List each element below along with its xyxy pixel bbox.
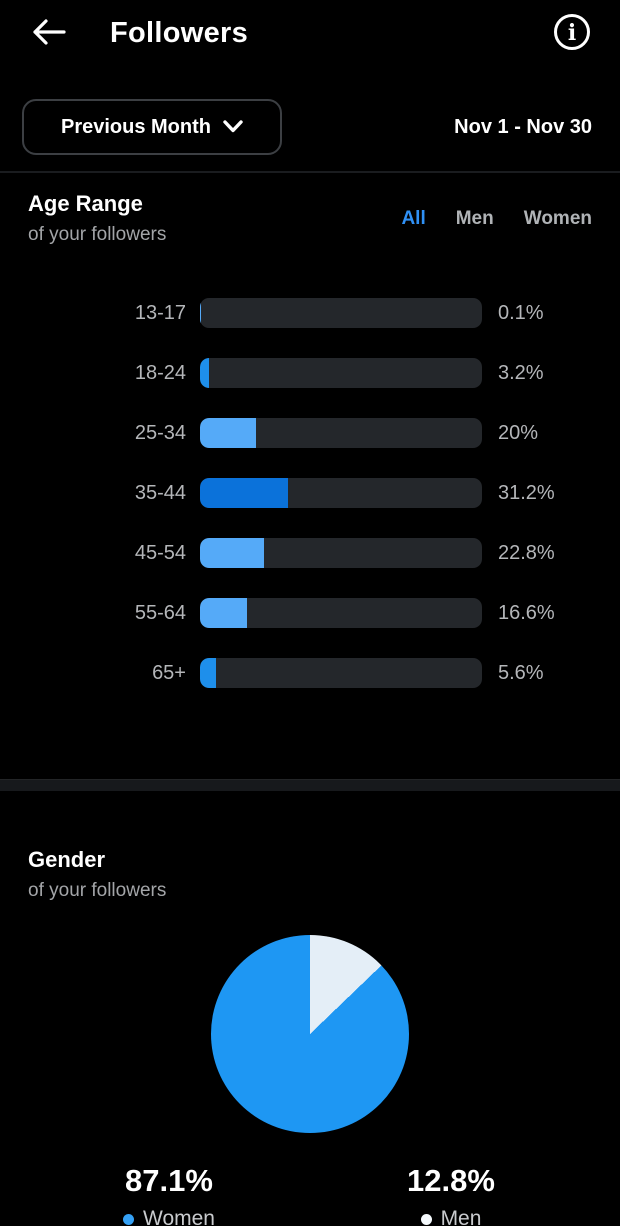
period-selector-label: Previous Month bbox=[60, 115, 211, 138]
age-range-header: Age Range of your followers All Men Wome… bbox=[28, 191, 592, 246]
svg-text:i: i bbox=[568, 20, 576, 46]
bar-value-label: 3.2% bbox=[498, 361, 544, 384]
bar-track bbox=[200, 658, 482, 688]
men-legend: Men bbox=[310, 1207, 592, 1226]
age-range-title: Age Range bbox=[28, 191, 143, 216]
women-legend-dot bbox=[123, 1213, 134, 1225]
bar-row-45-54: 45-54 22.8% bbox=[28, 538, 592, 568]
age-label: 18-24 bbox=[134, 361, 186, 384]
bar-row-65-plus: 65+ 5.6% bbox=[28, 658, 592, 688]
info-icon: i bbox=[552, 12, 592, 55]
gender-section: Gender of your followers 87.1% Women 12.… bbox=[0, 791, 620, 1226]
age-range-section: Age Range of your followers All Men Wome… bbox=[0, 173, 620, 688]
bar-value-label: 0.1% bbox=[498, 301, 544, 324]
tab-men[interactable]: Men bbox=[455, 207, 494, 229]
men-legend-label: Men bbox=[440, 1207, 482, 1226]
bar-fill bbox=[200, 358, 210, 388]
bar-track bbox=[200, 298, 482, 328]
bar-fill bbox=[200, 658, 216, 688]
section-divider bbox=[0, 779, 620, 791]
bar-track bbox=[200, 358, 482, 388]
bar-row-13-17: 13-17 0.1% bbox=[28, 298, 592, 328]
period-selector-button[interactable]: Previous Month bbox=[22, 99, 282, 155]
bar-value-label: 22.8% bbox=[498, 541, 555, 564]
back-button[interactable] bbox=[30, 16, 68, 51]
age-range-titles: Age Range of your followers bbox=[28, 191, 166, 246]
gender-title: Gender bbox=[28, 847, 106, 872]
bar-row-35-44: 35-44 31.2% bbox=[28, 478, 592, 508]
women-percentage: 87.1% bbox=[125, 1163, 213, 1198]
age-range-subtitle: of your followers bbox=[28, 224, 167, 245]
bar-track bbox=[200, 418, 482, 448]
top-bar: Followers i bbox=[0, 0, 620, 55]
age-label: 25-34 bbox=[134, 421, 186, 444]
bar-track bbox=[200, 598, 482, 628]
filter-row: Previous Month Nov 1 - Nov 30 bbox=[22, 99, 592, 155]
bar-row-18-24: 18-24 3.2% bbox=[28, 358, 592, 388]
bar-fill bbox=[200, 478, 288, 508]
bar-fill bbox=[200, 598, 247, 628]
thin-divider bbox=[0, 171, 620, 173]
age-label: 55-64 bbox=[134, 601, 186, 624]
bar-fill bbox=[200, 538, 265, 568]
women-legend: Women bbox=[28, 1207, 310, 1226]
men-legend-dot bbox=[420, 1213, 432, 1225]
info-button[interactable]: i bbox=[552, 12, 592, 55]
bar-track bbox=[200, 538, 482, 568]
age-label: 65+ bbox=[152, 661, 186, 684]
gender-pie-chart bbox=[211, 935, 409, 1133]
women-stat: 87.1% Women bbox=[28, 1163, 310, 1226]
bar-value-label: 5.6% bbox=[498, 661, 544, 684]
gender-stats: 87.1% Women 12.8% Men bbox=[28, 1163, 592, 1226]
gender-filter-tabs: All Men Women bbox=[401, 208, 592, 230]
age-label: 45-54 bbox=[134, 541, 186, 564]
back-arrow-icon bbox=[30, 16, 68, 51]
bar-value-label: 31.2% bbox=[498, 481, 555, 504]
date-range-label: Nov 1 - Nov 30 bbox=[454, 115, 592, 138]
gender-subtitle: of your followers bbox=[28, 880, 167, 901]
women-legend-label: Women bbox=[143, 1207, 215, 1226]
tab-women[interactable]: Women bbox=[523, 207, 592, 229]
age-label: 35-44 bbox=[134, 481, 186, 504]
chevron-down-icon bbox=[223, 116, 243, 139]
bar-value-label: 20% bbox=[498, 421, 539, 444]
age-label: 13-17 bbox=[134, 301, 186, 324]
bar-track bbox=[200, 478, 482, 508]
bar-value-label: 16.6% bbox=[498, 601, 555, 624]
bar-row-55-64: 55-64 16.6% bbox=[28, 598, 592, 628]
tab-all[interactable]: All bbox=[401, 207, 426, 229]
page-title: Followers bbox=[110, 17, 249, 49]
men-percentage: 12.8% bbox=[407, 1163, 495, 1198]
bar-fill bbox=[200, 418, 257, 448]
age-bar-chart: 13-17 0.1% 18-24 3.2% 25-34 20% 35-44 31… bbox=[28, 298, 592, 688]
men-stat: 12.8% Men bbox=[310, 1163, 592, 1226]
bar-row-25-34: 25-34 20% bbox=[28, 418, 592, 448]
